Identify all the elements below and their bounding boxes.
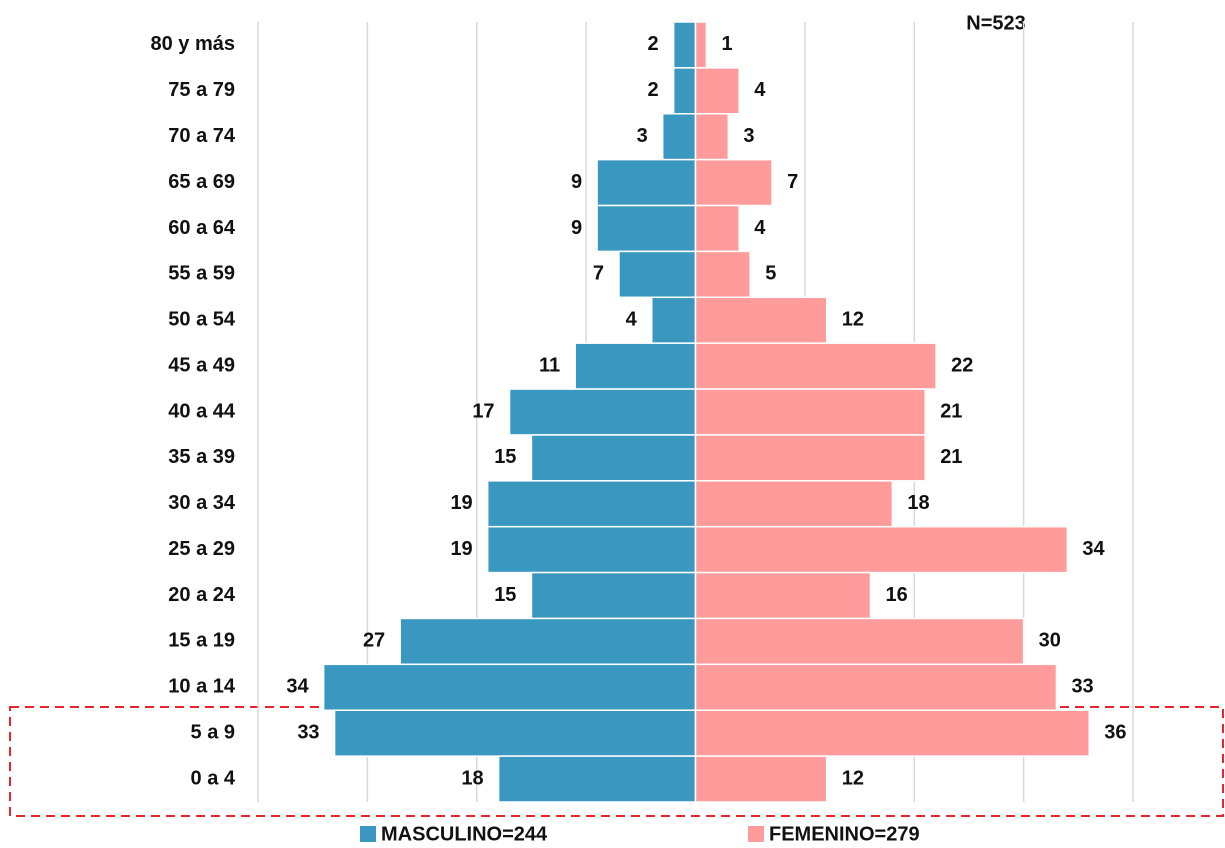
data-label: 21 bbox=[940, 446, 962, 468]
y-tick-label: 5 a 9 bbox=[191, 721, 235, 743]
bar bbox=[322, 663, 697, 711]
data-label: 4 bbox=[754, 217, 766, 239]
data-label: 2 bbox=[648, 79, 659, 101]
data-label: 12 bbox=[842, 309, 864, 331]
bar bbox=[574, 342, 697, 390]
y-tick-label: 35 a 39 bbox=[168, 446, 235, 468]
data-label: 18 bbox=[461, 767, 483, 789]
data-label: 16 bbox=[886, 584, 908, 606]
bar bbox=[486, 480, 697, 528]
annotation: N=523 bbox=[966, 12, 1026, 34]
bar bbox=[694, 434, 926, 482]
bar bbox=[694, 296, 828, 344]
y-tick-label: 55 a 59 bbox=[168, 263, 235, 285]
y-tick-label: 50 a 54 bbox=[168, 309, 236, 331]
bar bbox=[694, 617, 1025, 666]
data-label: 36 bbox=[1104, 721, 1126, 743]
bar bbox=[694, 525, 1069, 574]
bar bbox=[530, 434, 697, 482]
legend-swatch bbox=[360, 826, 376, 842]
data-label: 7 bbox=[787, 171, 798, 193]
bar bbox=[333, 709, 697, 757]
data-label: 2 bbox=[648, 33, 659, 55]
bar bbox=[694, 204, 740, 253]
y-tick-label: 40 a 44 bbox=[168, 400, 236, 422]
data-label: 9 bbox=[571, 171, 582, 193]
bar bbox=[694, 113, 730, 161]
bar bbox=[508, 388, 697, 436]
legend-label: MASCULINO=244 bbox=[381, 823, 548, 845]
y-tick-label: 70 a 74 bbox=[168, 125, 236, 147]
data-label: 15 bbox=[494, 446, 516, 468]
bar bbox=[694, 480, 894, 528]
bar bbox=[694, 250, 751, 299]
data-label: 5 bbox=[765, 263, 776, 285]
data-label: 33 bbox=[297, 721, 319, 743]
bar bbox=[694, 67, 740, 115]
bar bbox=[497, 755, 697, 803]
data-label: 12 bbox=[842, 767, 864, 789]
bar bbox=[694, 342, 937, 390]
bar bbox=[694, 158, 773, 207]
data-label: 7 bbox=[593, 263, 604, 285]
bar bbox=[399, 617, 697, 666]
data-label: 19 bbox=[450, 492, 472, 514]
y-tick-label: 30 a 34 bbox=[168, 492, 236, 514]
data-label: 34 bbox=[286, 676, 309, 698]
data-label: 3 bbox=[637, 125, 648, 147]
data-label: 4 bbox=[754, 79, 766, 101]
y-tick-label: 80 y más bbox=[150, 33, 235, 55]
y-tick-label: 75 a 79 bbox=[168, 79, 235, 101]
y-tick-label: 15 a 19 bbox=[168, 630, 235, 652]
y-tick-label: 65 a 69 bbox=[168, 171, 235, 193]
data-label: 27 bbox=[363, 630, 385, 652]
data-label: 4 bbox=[626, 309, 638, 331]
bar bbox=[596, 158, 697, 207]
bar bbox=[486, 525, 697, 574]
y-tick-label: 25 a 29 bbox=[168, 538, 235, 560]
data-label: 30 bbox=[1039, 630, 1061, 652]
y-tick-label: 10 a 14 bbox=[168, 676, 236, 698]
data-label: 33 bbox=[1071, 676, 1093, 698]
data-label: 1 bbox=[721, 33, 732, 55]
bar bbox=[694, 571, 872, 620]
y-tick-label: 60 a 64 bbox=[168, 217, 236, 239]
bar bbox=[694, 709, 1090, 757]
data-label: 3 bbox=[743, 125, 754, 147]
bar bbox=[694, 388, 926, 436]
bar bbox=[694, 663, 1058, 711]
bar bbox=[618, 250, 697, 299]
bar bbox=[672, 21, 697, 69]
legend-swatch bbox=[748, 826, 764, 842]
data-label: 11 bbox=[539, 354, 560, 376]
bar bbox=[694, 755, 828, 803]
y-tick-label: 45 a 49 bbox=[168, 354, 235, 376]
data-label: 18 bbox=[907, 492, 929, 514]
data-label: 19 bbox=[450, 538, 472, 560]
data-label: 22 bbox=[951, 354, 973, 376]
legend-label: FEMENINO=279 bbox=[769, 823, 920, 845]
data-label: 15 bbox=[494, 584, 516, 606]
bar bbox=[596, 204, 697, 253]
bar bbox=[530, 571, 697, 620]
y-tick-label: 20 a 24 bbox=[168, 584, 236, 606]
y-tick-label: 0 a 4 bbox=[191, 767, 236, 789]
data-label: 9 bbox=[571, 217, 582, 239]
data-label: 17 bbox=[472, 400, 494, 422]
data-label: 21 bbox=[940, 400, 962, 422]
bar bbox=[651, 296, 697, 344]
bar bbox=[694, 21, 708, 69]
bar bbox=[661, 113, 697, 161]
bar bbox=[672, 67, 697, 115]
data-label: 34 bbox=[1082, 538, 1105, 560]
